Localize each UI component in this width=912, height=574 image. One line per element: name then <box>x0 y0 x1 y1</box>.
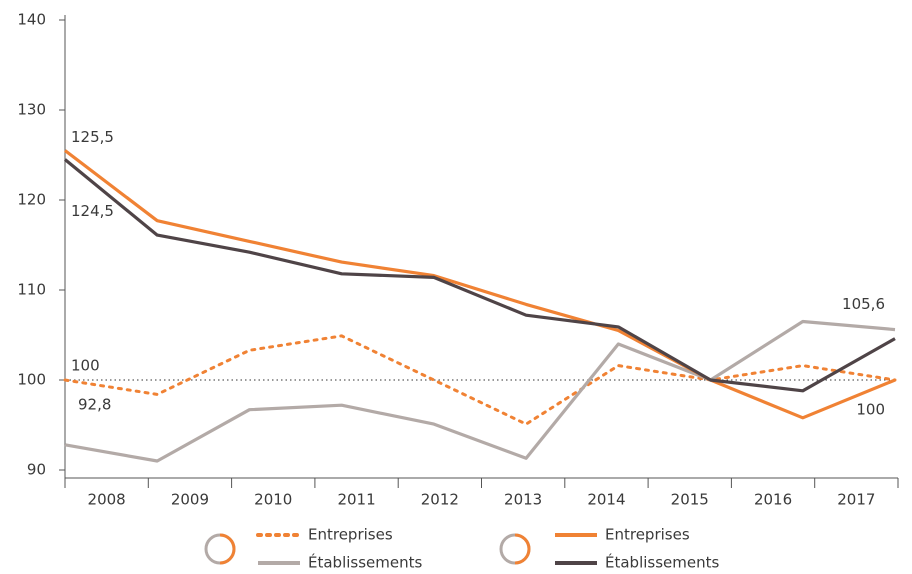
y-tick-label: 120 <box>17 191 46 209</box>
x-tick-label: 2008 <box>88 491 126 509</box>
legend-label: Établissements <box>605 553 719 572</box>
x-tick-label: 2012 <box>421 491 459 509</box>
x-tick-label: 2016 <box>754 491 792 509</box>
series-line <box>64 319 896 463</box>
y-tick-label: 140 <box>17 11 46 29</box>
x-tick-label: 2013 <box>504 491 542 509</box>
x-tick-label: 2017 <box>837 491 875 509</box>
y-tick-label: 90 <box>27 461 46 479</box>
x-tick-label: 2011 <box>337 491 375 509</box>
y-tick-label: 130 <box>17 101 46 119</box>
x-tick-label: 2015 <box>671 491 709 509</box>
value-label: 100 <box>856 401 885 419</box>
value-label: 105,6 <box>842 295 885 313</box>
value-label: 124,5 <box>71 202 114 220</box>
y-tick-label: 110 <box>17 281 46 299</box>
legend-label: Établissements <box>308 553 422 572</box>
legend-icon <box>204 533 531 565</box>
x-tick-label: 2010 <box>254 491 292 509</box>
series-line <box>63 158 896 393</box>
x-tick-label: 2009 <box>171 491 209 509</box>
series-line <box>63 334 897 426</box>
x-tick-label: 2014 <box>587 491 625 509</box>
legend-label: Entreprises <box>308 526 393 544</box>
legend-label: Entreprises <box>605 526 690 544</box>
value-label: 92,8 <box>78 395 111 413</box>
value-label: 125,5 <box>71 128 114 146</box>
series-line <box>64 149 896 420</box>
y-tick-label: 100 <box>17 371 46 389</box>
value-label: 100 <box>71 357 100 375</box>
